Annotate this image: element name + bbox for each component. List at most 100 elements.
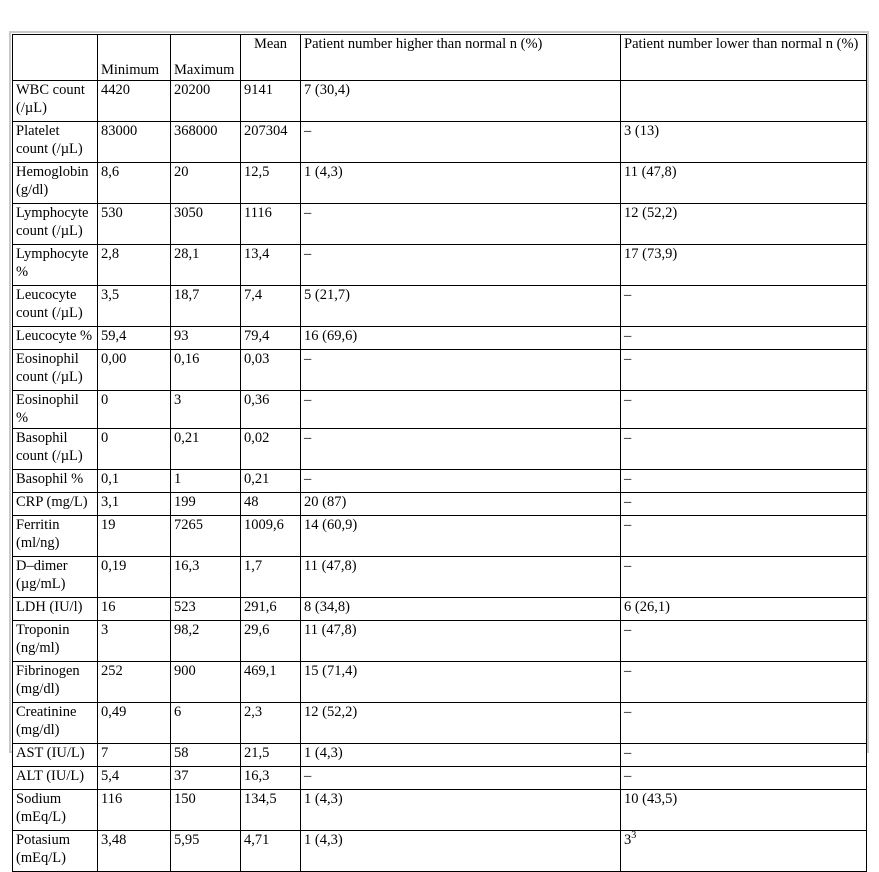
cell-parameter: Leucocyte count (/µL) [12,285,98,327]
table-row: ALT (IU/L) 5,4 37 16,3– – [12,766,867,790]
cell-parameter: Sodium (mEq/L) [12,789,98,831]
table-header-row: Minimum Maximum Mean Patient number high… [12,34,867,81]
cell-minimum: 0,49 [97,702,171,744]
cell-mean: 469,1 [240,661,301,703]
cell-parameter: Ferritin (ml/ng) [12,515,98,557]
cell-mean: 21,5 [240,743,301,767]
table-row: CRP (mg/L) 3,1 199 48 20 (87) – [12,492,867,516]
lab-parameters-table: Minimum Maximum Mean Patient number high… [12,34,867,872]
table-row: Basophil % 0,1 1 0,21– – [12,469,867,493]
cell-higher-than-normal: 5 (21,7) [300,285,621,327]
cell-lower-than-normal: – [620,285,867,327]
cell-maximum: 37 [170,766,241,790]
table-row: Potasium (mEq/L) 3,48 5,95 4,71 1 (4,3) 33 [12,830,867,872]
column-header-maximum: Maximum [170,34,241,81]
column-header-higher-than-normal: Patient number higher than normal n (%) [300,34,621,81]
table-header: Minimum Maximum Mean Patient number high… [12,34,867,81]
cell-maximum: 18,7 [170,285,241,327]
cell-parameter: CRP (mg/L) [12,492,98,516]
cell-minimum: 3,5 [97,285,171,327]
cell-lower-than-normal: – [620,349,867,391]
cell-lower-than-normal: – [620,702,867,744]
cell-maximum: 16,3 [170,556,241,598]
column-header-lower-than-normal: Patient number lower than normal n (%) [620,34,867,81]
cell-parameter: Hemoglobin (g/dl) [12,162,98,204]
cell-higher-than-normal: – [300,390,621,429]
cell-mean: 0,02 [240,428,301,470]
cell-lower-than-normal: – [620,743,867,767]
cell-parameter: WBC count (/µL) [12,80,98,122]
table-row: Eosinophil count (/µL) 0,00 0,16 0,03– – [12,349,867,391]
cell-maximum: 199 [170,492,241,516]
cell-mean: 29,6 [240,620,301,662]
cell-minimum: 0 [97,390,171,429]
cell-parameter: Lymphocyte count (/µL) [12,203,98,245]
cell-mean: 48 [240,492,301,516]
table-row: WBC count (/µL) 4420 20200 9141 7 (30,4) [12,80,867,122]
cell-maximum: 20 [170,162,241,204]
cell-parameter: D–dimer (µg/mL) [12,556,98,598]
cell-lower-than-normal: – [620,326,867,350]
cell-maximum: 900 [170,661,241,703]
table-row: Lymphocyte count (/µL) 530 3050 1116–12 (52… [12,203,867,245]
cell-minimum: 83000 [97,121,171,163]
cell-lower-than-normal: 12 (52,2) [620,203,867,245]
column-header-minimum: Minimum [97,34,171,81]
table-row: Troponin (ng/ml) 3 98,2 29,6 11 (47,8) – [12,620,867,662]
cell-higher-than-normal: 11 (47,8) [300,620,621,662]
cell-maximum: 58 [170,743,241,767]
cell-mean: 1,7 [240,556,301,598]
cell-maximum: 0,21 [170,428,241,470]
page-root: Minimum Maximum Mean Patient number high… [9,31,869,872]
cell-mean: 79,4 [240,326,301,350]
cell-maximum: 3050 [170,203,241,245]
cell-maximum: 3 [170,390,241,429]
cell-minimum: 7 [97,743,171,767]
cell-parameter: Troponin (ng/ml) [12,620,98,662]
cell-mean: 291,6 [240,597,301,621]
cell-higher-than-normal: – [300,203,621,245]
cell-lower-than-normal: 10 (43,5) [620,789,867,831]
cell-lower-than-normal: – [620,492,867,516]
cell-lower-than-normal: – [620,515,867,557]
cell-minimum: 3,48 [97,830,171,872]
cell-parameter: Creatinine (mg/dl) [12,702,98,744]
cell-parameter: Leucocyte % [12,326,98,350]
cell-minimum: 5,4 [97,766,171,790]
cell-maximum: 98,2 [170,620,241,662]
footnote-marker: 3 [631,830,637,842]
cell-minimum: 16 [97,597,171,621]
cell-lower-than-normal: – [620,620,867,662]
cell-lower-than-normal: 3 (13) [620,121,867,163]
cell-higher-than-normal: 1 (4,3) [300,789,621,831]
cell-minimum: 0 [97,428,171,470]
cell-maximum: 368000 [170,121,241,163]
cell-lower-than-normal: – [620,766,867,790]
table-row: LDH (IU/l) 16 523 291,6 8 (34,8) 6 (26,1) [12,597,867,621]
cell-mean: 13,4 [240,244,301,286]
cell-parameter: Basophil % [12,469,98,493]
cell-parameter: Platelet count (/µL) [12,121,98,163]
table-row: D–dimer (µg/mL) 0,19 16,3 1,7 11 (47,8) – [12,556,867,598]
cell-minimum: 3,1 [97,492,171,516]
column-header-parameter [12,34,98,81]
cell-higher-than-normal: 11 (47,8) [300,556,621,598]
cell-maximum: 7265 [170,515,241,557]
cell-minimum: 0,1 [97,469,171,493]
cell-lower-than-normal: 11 (47,8) [620,162,867,204]
cell-lower-than-normal: 17 (73,9) [620,244,867,286]
cell-parameter: Fibrinogen (mg/dl) [12,661,98,703]
cell-parameter: Eosinophil % [12,390,98,429]
cell-mean: 1009,6 [240,515,301,557]
cell-mean: 7,4 [240,285,301,327]
table-row: Hemoglobin (g/dl) 8,6 20 12,5 1 (4,3) 11 (47,… [12,162,867,204]
cell-maximum: 6 [170,702,241,744]
cell-higher-than-normal: 8 (34,8) [300,597,621,621]
cell-higher-than-normal: 14 (60,9) [300,515,621,557]
cell-lower-than-normal: – [620,556,867,598]
cell-mean: 134,5 [240,789,301,831]
cell-higher-than-normal: – [300,469,621,493]
table-row: AST (IU/L) 7 58 21,5 1 (4,3) – [12,743,867,767]
column-header-mean: Mean [240,34,301,81]
cell-mean: 9141 [240,80,301,122]
